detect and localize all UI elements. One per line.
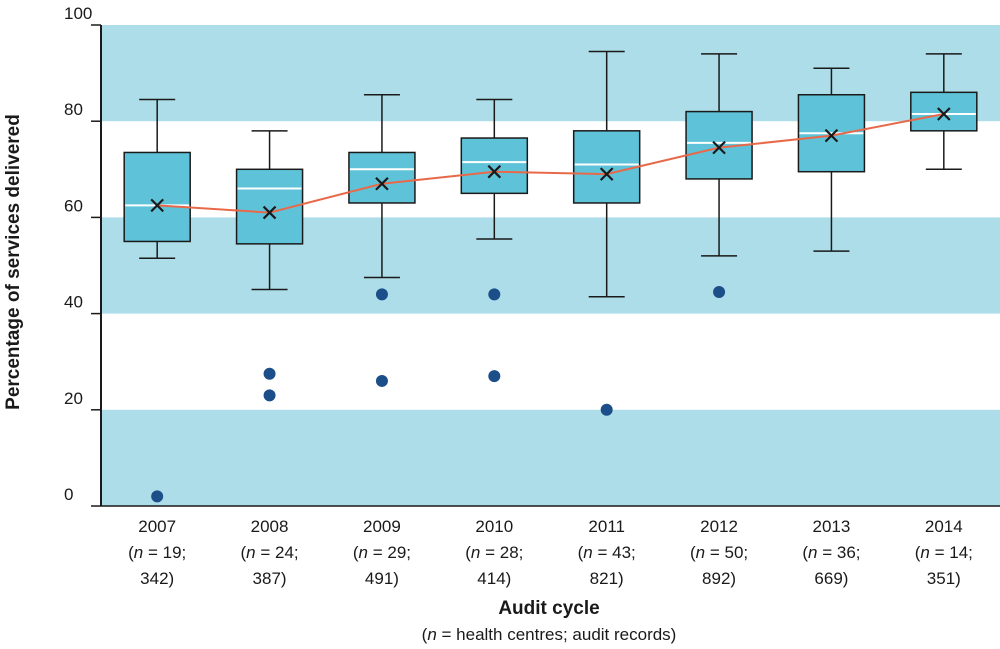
x-axis-title: Audit cycle: [498, 598, 599, 619]
outlier-2009-0: [375, 288, 388, 301]
x-tick-n-2014: (n = 14;: [915, 543, 973, 562]
y-tick-label-0: 0: [64, 485, 73, 504]
y-tick-label-100: 100: [64, 4, 92, 23]
y-axis-ticks: 0 20 40 60 80 100: [64, 4, 101, 507]
x-tick-label-2007: 2007: [138, 517, 176, 536]
box-plots: [123, 50, 978, 298]
mean-marker-2011: [599, 167, 614, 181]
outlier-2007-0: [151, 490, 164, 503]
x-tick-label-2010: 2010: [475, 517, 513, 536]
x-tick-label-2009: 2009: [363, 517, 401, 536]
x-axis-subtitle: (n = health centres; audit records): [422, 625, 677, 644]
mean-marker-2014: [937, 107, 951, 121]
box-body-2011: [572, 130, 641, 204]
x-tick-records-2014: 351): [927, 569, 961, 588]
x-tick-n-2008: (n = 24;: [240, 543, 298, 562]
band-0-20: [101, 409, 1000, 506]
x-tick-n-2009: (n = 29;: [353, 543, 411, 562]
y-tick-label-40: 40: [64, 293, 83, 312]
mean-marker-2007: [150, 198, 164, 213]
outlier-2010-0: [488, 288, 501, 301]
x-tick-records-2013: 669): [814, 569, 848, 588]
mean-markers: [150, 107, 951, 220]
mean-marker-2010: [487, 164, 502, 179]
box-2014: [910, 53, 978, 171]
mean-marker-2008: [262, 205, 277, 220]
x-tick-records-2007: 342): [140, 569, 174, 588]
outlier-points: [151, 285, 726, 503]
mean-marker-2012: [712, 140, 726, 155]
box-body-2014: [910, 91, 978, 132]
x-tick-records-2010: 414): [477, 569, 511, 588]
box-2011: [572, 50, 641, 298]
y-tick-label-80: 80: [64, 100, 83, 119]
x-tick-records-2008: 387): [253, 569, 287, 588]
x-tick-label-2012: 2012: [700, 517, 738, 536]
y-tick-label-60: 60: [64, 196, 83, 215]
box-2013: [797, 67, 866, 252]
outlier-2012-0: [713, 285, 726, 298]
box-body-2007: [123, 151, 191, 243]
x-tick-records-2009: 491): [365, 569, 399, 588]
x-axis-categories: 2007 (n = 19; 342) 2008 (n = 24; 387) 2009 (n =…: [128, 517, 973, 588]
x-tick-label-2014: 2014: [925, 517, 963, 536]
x-tick-n-2010: (n = 28;: [465, 543, 523, 562]
outlier-2010-1: [488, 370, 501, 383]
y-axis-title: Percentage of services delivered: [3, 114, 24, 410]
x-tick-label-2011: 2011: [588, 517, 625, 536]
x-tick-label-2013: 2013: [813, 517, 851, 536]
box-body-2009: [348, 151, 416, 204]
box-2007: [123, 98, 191, 260]
mean-marker-2013: [824, 128, 839, 143]
outlier-2009-1: [375, 374, 388, 387]
box-2010: [460, 98, 529, 240]
x-tick-n-2012: (n = 50;: [690, 543, 748, 562]
x-tick-records-2011: 821): [590, 569, 624, 588]
mean-trend-line: [157, 113, 945, 214]
x-tick-n-2011: (n = 43;: [578, 543, 636, 562]
x-tick-n-2007: (n = 19;: [128, 543, 186, 562]
x-tick-label-2008: 2008: [251, 517, 289, 536]
mean-marker-2009: [375, 176, 389, 191]
box-2009: [348, 93, 416, 279]
x-tick-records-2012: 892): [702, 569, 736, 588]
y-tick-label-20: 20: [64, 389, 83, 408]
outlier-2011-0: [600, 403, 613, 416]
x-tick-n-2013: (n = 36;: [802, 543, 860, 562]
outlier-2008-1: [263, 389, 276, 402]
box-body-2010: [460, 137, 529, 195]
outlier-2008-0: [263, 367, 276, 380]
